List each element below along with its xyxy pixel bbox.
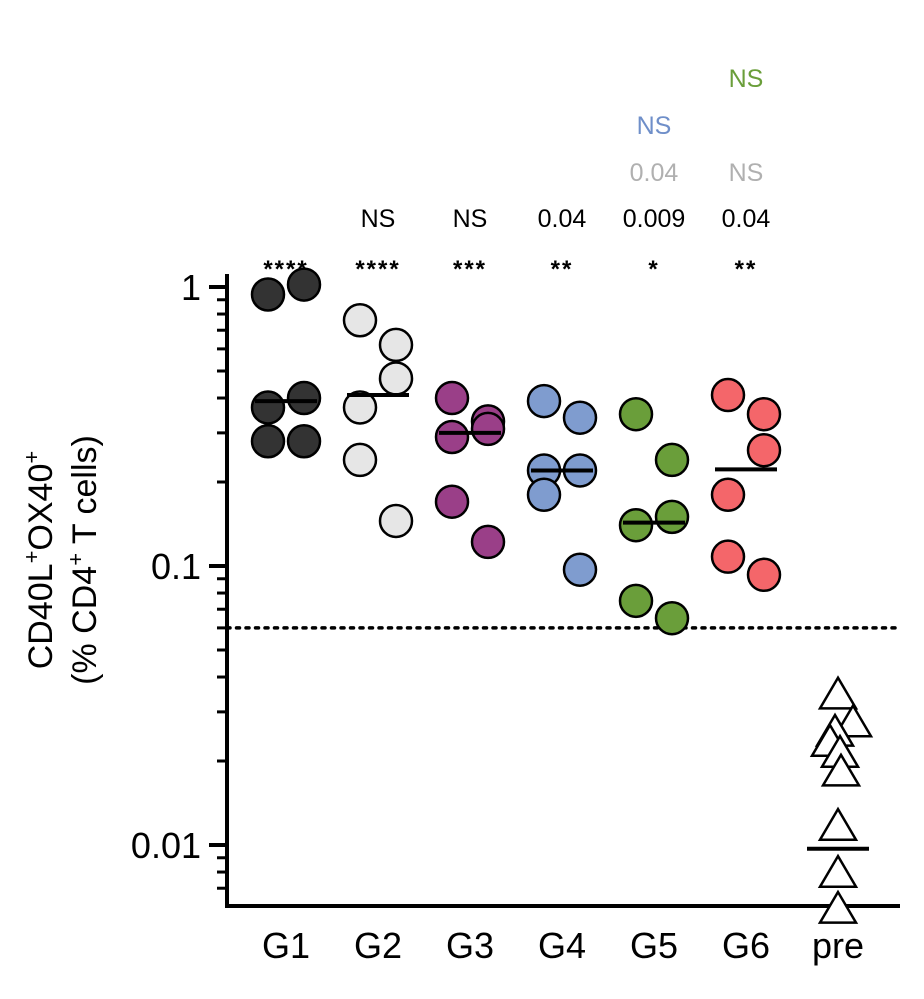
data-point-G5 — [654, 499, 690, 535]
data-point-G5 — [654, 442, 690, 478]
annotation-row-grey-G6: NS — [729, 159, 764, 187]
annotation-row-black-G6: 0.04 — [722, 205, 771, 233]
y-axis-title-line1: CD40L+OX40+ — [19, 451, 60, 670]
data-point-pre — [817, 889, 859, 924]
y-axis-title-line2: (% CD4+ T cells) — [63, 435, 104, 685]
y-title-sup-1: + — [19, 551, 44, 564]
y-tick-label: 1 — [181, 267, 201, 308]
y-title-part-ox40: OX40 — [22, 464, 60, 551]
significance-annotations: **** **** *** ** * **NS NS 0.04 0.009 0.040.04 NSN… — [263, 65, 770, 283]
data-point-G5 — [618, 583, 654, 619]
data-point-G2 — [378, 361, 414, 396]
data-point-G5 — [618, 507, 654, 543]
y-title-sup-2: + — [19, 451, 44, 464]
x-tick-label-G5: G5 — [630, 925, 678, 966]
median-lines — [255, 393, 869, 851]
data-point-G2 — [342, 442, 378, 478]
data-point-G1 — [286, 423, 322, 459]
data-point-G3 — [434, 484, 470, 519]
data-point-G3 — [470, 524, 506, 560]
annotation-stars-G4: ** — [551, 256, 574, 283]
x-tick-label-pre: pre — [812, 925, 864, 966]
annotation-row-grey-G5: 0.04 — [630, 159, 679, 187]
data-point-G3 — [434, 380, 470, 416]
data-point-G1 — [286, 380, 322, 416]
data-point-pre — [820, 752, 862, 787]
data-point-G1 — [250, 423, 286, 459]
data-points — [250, 267, 874, 924]
data-point-G4 — [562, 552, 598, 587]
data-point-G1 — [286, 267, 322, 302]
annotation-row-green-G6: NS — [729, 65, 764, 93]
x-tick-labels: G1 G2 G3 G4 G5 G6 pre — [262, 925, 864, 966]
annotation-stars-G2: **** — [355, 256, 400, 283]
x-tick-label-G3: G3 — [446, 925, 494, 966]
data-point-G2 — [378, 327, 414, 363]
data-point-G4 — [526, 383, 562, 419]
annotation-row-black-G2: NS — [361, 205, 396, 233]
y-tick-label: 0.01 — [131, 825, 201, 866]
data-point-G6 — [746, 432, 782, 468]
data-point-G6 — [710, 477, 746, 513]
data-point-G1 — [250, 390, 286, 425]
axes: 1 0.1 0.01 — [131, 267, 900, 908]
annotation-row-black-G4: 0.04 — [538, 205, 587, 233]
data-point-pre — [817, 853, 859, 888]
data-point-G4 — [526, 477, 562, 513]
data-point-G2 — [342, 390, 378, 425]
y-axis-title: CD40L+OX40+ (% CD4+ T cells) — [19, 435, 104, 685]
annotation-row-blue-G5: NS — [637, 112, 672, 140]
data-point-G2 — [342, 303, 378, 338]
x-tick-label-G1: G1 — [262, 925, 310, 966]
data-point-G1 — [250, 277, 286, 312]
x-tick-label-G6: G6 — [722, 925, 770, 966]
annotation-row-black-G5: 0.009 — [623, 205, 686, 233]
data-point-pre — [817, 806, 859, 841]
annotation-stars-G1: **** — [263, 256, 308, 283]
annotation-row-black-G3: NS — [453, 205, 488, 233]
y-title-part-tcells: T cells) — [66, 435, 104, 553]
annotation-stars-G3: *** — [453, 256, 487, 283]
data-point-G2 — [378, 503, 414, 539]
data-point-G6 — [746, 557, 782, 593]
y-title-part-cd4: (% CD4 — [66, 566, 104, 685]
data-point-G3 — [470, 411, 506, 447]
data-point-G5 — [618, 396, 654, 432]
y-title-sup-3: + — [63, 553, 88, 566]
data-point-pre — [817, 675, 859, 710]
x-tick-label-G4: G4 — [538, 925, 586, 966]
data-point-G6 — [710, 377, 746, 413]
y-title-part-cd40l: CD40L — [22, 563, 60, 669]
annotation-stars-G6: ** — [735, 256, 758, 283]
data-point-G5 — [654, 600, 690, 636]
data-point-G6 — [746, 396, 782, 432]
data-point-G6 — [710, 539, 746, 574]
annotation-stars-G5: * — [648, 256, 659, 283]
y-tick-label: 0.1 — [151, 546, 201, 587]
x-tick-label-G2: G2 — [354, 925, 402, 966]
data-point-G3 — [434, 419, 470, 455]
data-point-G4 — [562, 400, 598, 435]
